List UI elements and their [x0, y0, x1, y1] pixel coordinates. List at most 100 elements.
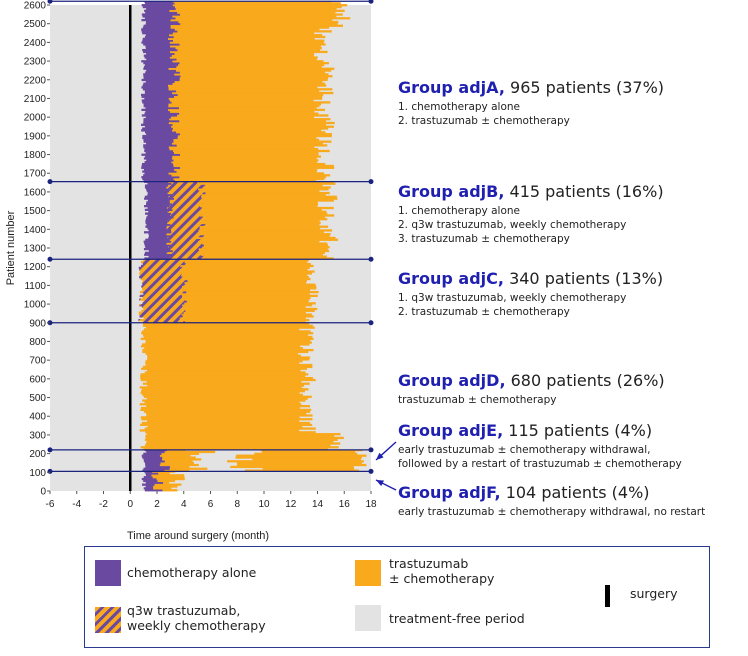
bar-trastuzumab [169, 41, 324, 44]
bar-trastuzumab [143, 335, 313, 339]
bar-chemo [141, 93, 178, 97]
bar-q3w-weekly [167, 191, 206, 195]
y-tick-label: 600 [29, 374, 46, 385]
bar-trastuzumab [145, 362, 300, 365]
bar-trastuzumab [143, 322, 310, 326]
bar-chemo [144, 97, 169, 100]
bar-trastuzumab [146, 414, 313, 417]
bar-trastuzumab [168, 146, 315, 149]
bar-trastuzumab [140, 416, 300, 419]
bar-trastuzumab [169, 33, 323, 37]
bar-trastuzumab [162, 489, 178, 492]
y-tick-label: 400 [29, 412, 46, 423]
bar-trastuzumab [172, 1, 332, 3]
bar-trastuzumab [179, 76, 328, 80]
group-count: 340 patients (13%) [504, 269, 663, 288]
bar-trastuzumab [166, 449, 186, 452]
bar-trastuzumab [173, 39, 325, 42]
bar-chemo [143, 146, 169, 149]
bar-chemo [142, 88, 169, 91]
bar-trastuzumab [175, 7, 337, 11]
bar-trastuzumab [172, 157, 317, 160]
x-tick-label: -2 [99, 499, 108, 510]
bar-q3w-weekly [142, 279, 188, 283]
bar-chemo [141, 41, 170, 44]
bar-chemo [142, 32, 173, 35]
bar-trastuzumab [180, 22, 338, 26]
group-name: Group adjB, [398, 182, 504, 201]
bar-chemo [143, 43, 180, 46]
bar-chemo [143, 476, 153, 479]
bar-chemo [143, 231, 172, 234]
arrow-adjF-head [376, 480, 384, 487]
bar-chemo [146, 223, 171, 226]
bar-trastuzumab [181, 274, 308, 277]
bar-trastuzumab [145, 363, 313, 367]
bar-chemo [144, 251, 167, 255]
bar-trastuzumab [173, 159, 319, 162]
bar-trastuzumab [197, 181, 334, 183]
bar-chemo [142, 483, 155, 486]
bar-trastuzumab [141, 330, 311, 333]
bar-chemo [143, 138, 174, 141]
bar-trastuzumab [172, 60, 324, 63]
y-tick-label: 200 [29, 449, 46, 460]
bar-trastuzumab [153, 487, 172, 490]
bar-chemo [146, 190, 170, 193]
bar-trastuzumab [145, 341, 312, 344]
bar-trastuzumab [175, 17, 351, 20]
bar-trastuzumab [180, 153, 319, 156]
x-tick-label: 8 [234, 499, 240, 510]
bar-q3w-weekly [139, 276, 183, 279]
bar-trastuzumab [142, 333, 309, 337]
bar-trastuzumab [146, 419, 300, 423]
bar-chemo [144, 195, 169, 198]
group-adjA-line: 1. chemotherapy alone [398, 101, 520, 113]
bar-trastuzumab [168, 86, 318, 89]
bar-chemo [143, 240, 172, 243]
bar-q3w-weekly [142, 262, 188, 266]
bar-trastuzumab [146, 405, 310, 408]
bar-trastuzumab [178, 20, 339, 24]
bar-trastuzumab [146, 433, 341, 436]
bar-trastuzumab [152, 471, 176, 473]
y-tick-label: 2000 [24, 113, 47, 124]
x-tick-label: -6 [46, 499, 55, 510]
bar-trastuzumab-restart [262, 467, 355, 470]
legend-label-free: treatment-free period [389, 611, 525, 626]
bar-q3w-weekly [172, 203, 201, 206]
boundary-dot [368, 0, 374, 4]
bar-chemo [144, 125, 172, 128]
bar-chemo [145, 45, 171, 48]
bar-trastuzumab [172, 142, 323, 145]
bar-chemo [144, 56, 170, 59]
bar-trastuzumab [141, 367, 307, 370]
bar-trastuzumab [142, 393, 303, 397]
bar-chemo [146, 450, 165, 454]
bar-q3w-weekly [139, 268, 181, 271]
bar-q3w-weekly [138, 313, 182, 316]
bar-chemo [148, 236, 168, 240]
bar-q3w-weekly [168, 246, 203, 249]
bar-trastuzumab [176, 90, 320, 93]
bar-trastuzumab-restart [236, 463, 367, 467]
bar-trastuzumab [146, 397, 308, 400]
bar-q3w-weekly [168, 184, 208, 187]
bar-chemo [148, 255, 170, 258]
bar-trastuzumab [154, 483, 182, 486]
bar-q3w-weekly [139, 315, 185, 318]
legend-swatch-free [355, 605, 381, 631]
bar-trastuzumab [169, 9, 345, 12]
bar-chemo [143, 65, 177, 69]
bar-trastuzumab [180, 75, 333, 78]
bar-q3w-weekly [141, 305, 186, 309]
bar-trastuzumab [145, 352, 298, 355]
bar-trastuzumab [203, 249, 330, 253]
boundary-dot [368, 468, 374, 474]
bar-trastuzumab [159, 454, 191, 457]
bar-trastuzumab [167, 108, 325, 112]
bar-trastuzumab [199, 214, 335, 217]
y-tick-label: 1500 [24, 206, 47, 217]
group-count: 104 patients (4%) [501, 483, 650, 502]
boundary-dot [47, 0, 53, 4]
